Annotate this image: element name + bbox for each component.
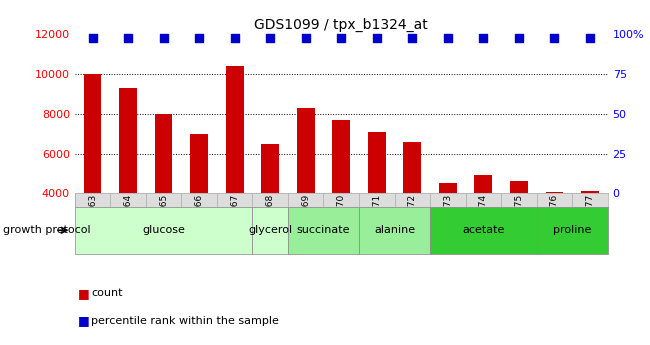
Bar <box>537 207 608 254</box>
Bar <box>261 144 279 193</box>
Text: GSM37067: GSM37067 <box>230 194 239 243</box>
Bar <box>119 88 137 193</box>
Bar <box>84 74 101 193</box>
Bar <box>332 120 350 193</box>
Point <box>407 35 417 40</box>
Text: glucose: glucose <box>142 225 185 235</box>
Point <box>443 35 453 40</box>
Point <box>159 35 169 40</box>
Text: ■: ■ <box>78 314 90 327</box>
Point <box>123 35 133 40</box>
Text: GSM37072: GSM37072 <box>408 194 417 243</box>
Text: alanine: alanine <box>374 225 415 235</box>
Bar <box>510 181 528 193</box>
Title: GDS1099 / tpx_b1324_at: GDS1099 / tpx_b1324_at <box>254 18 428 32</box>
Point <box>372 35 382 40</box>
Text: proline: proline <box>553 225 592 235</box>
Point <box>514 35 524 40</box>
Text: GSM37071: GSM37071 <box>372 194 382 243</box>
Point <box>549 35 560 40</box>
Bar <box>252 207 288 254</box>
Text: acetate: acetate <box>462 225 504 235</box>
Bar <box>404 141 421 193</box>
Bar <box>288 207 359 254</box>
Text: GSM37074: GSM37074 <box>479 194 488 243</box>
Text: ■: ■ <box>78 287 90 300</box>
Bar <box>474 175 492 193</box>
Text: GSM37075: GSM37075 <box>514 194 523 243</box>
Text: GSM37068: GSM37068 <box>266 194 275 243</box>
Text: GSM37064: GSM37064 <box>124 194 133 243</box>
Text: GSM37065: GSM37065 <box>159 194 168 243</box>
Text: GSM37069: GSM37069 <box>301 194 310 243</box>
Point <box>300 35 311 40</box>
Point <box>478 35 489 40</box>
Text: percentile rank within the sample: percentile rank within the sample <box>91 316 279 326</box>
Bar <box>75 207 252 254</box>
Text: count: count <box>91 288 122 298</box>
Point <box>87 35 98 40</box>
Bar <box>368 132 385 193</box>
Text: glycerol: glycerol <box>248 225 292 235</box>
Text: GSM37066: GSM37066 <box>194 194 203 243</box>
Text: succinate: succinate <box>297 225 350 235</box>
Text: GSM37076: GSM37076 <box>550 194 559 243</box>
Text: GSM37077: GSM37077 <box>586 194 595 243</box>
Text: GSM37063: GSM37063 <box>88 194 97 243</box>
Bar <box>297 108 315 193</box>
Text: growth protocol: growth protocol <box>3 225 91 235</box>
Bar <box>155 114 172 193</box>
Bar <box>226 66 244 193</box>
Point <box>336 35 346 40</box>
Text: GSM37070: GSM37070 <box>337 194 346 243</box>
Point <box>194 35 204 40</box>
Bar <box>359 207 430 254</box>
Bar <box>190 134 208 193</box>
Text: GSM37073: GSM37073 <box>443 194 452 243</box>
Bar <box>545 192 564 193</box>
Bar <box>581 191 599 193</box>
Bar <box>430 207 537 254</box>
Point <box>265 35 276 40</box>
Bar <box>439 183 457 193</box>
Point <box>229 35 240 40</box>
Point <box>585 35 595 40</box>
